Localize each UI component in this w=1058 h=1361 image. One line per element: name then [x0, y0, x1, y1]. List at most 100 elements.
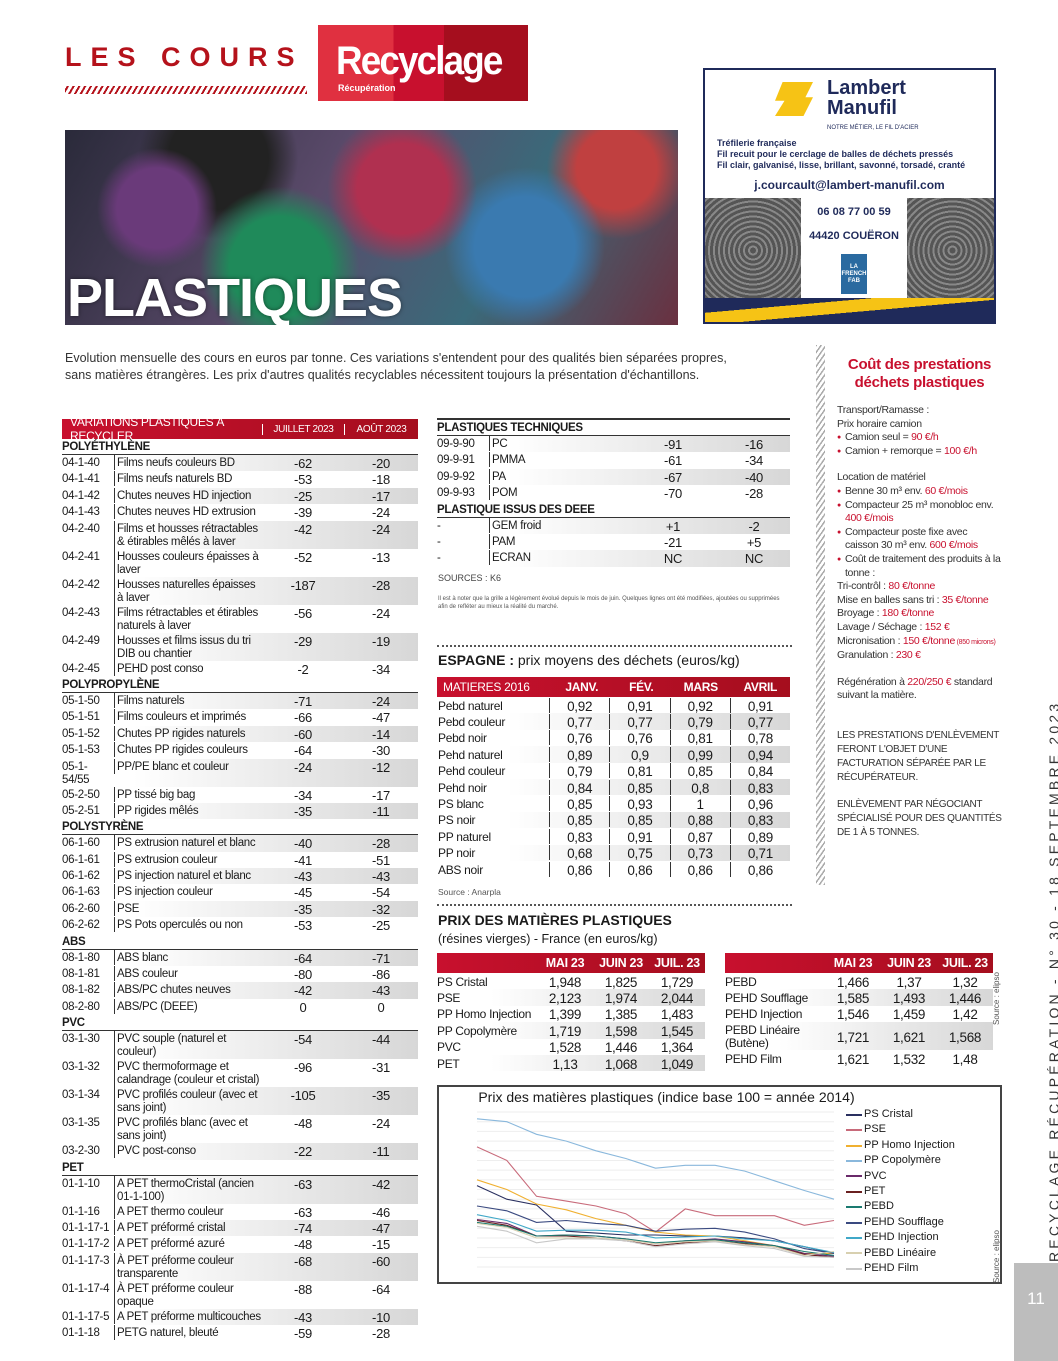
- section-heading: POLYÉTHYLÈNE: [62, 439, 418, 455]
- cost-line: Tri-contrôl : 80 €/tonne: [837, 580, 936, 593]
- item-label: PS injection naturel et blanc: [114, 868, 262, 884]
- bullet-item: Compacteur 25 m³ monobloc env. 400 €/moi…: [837, 499, 1002, 526]
- sidebar-hatch: [816, 345, 825, 885]
- cell-value: 0,96: [729, 796, 790, 811]
- table-row: PEHD Soufflage 1,585 1,493 1,446: [725, 989, 993, 1007]
- cell-value: 1,948: [548, 974, 582, 990]
- value-august: -42: [372, 1176, 390, 1192]
- value-july: -56: [294, 605, 312, 621]
- table-row: 06-1-60 PS extrusion naturel et blanc -40 -…: [62, 835, 418, 852]
- item-label: PAM: [489, 533, 628, 549]
- item-code: 09-9-93: [437, 487, 475, 500]
- table-row: PEHD Film 1,621 1,532 1,48: [725, 1050, 993, 1066]
- series-line-pebd-lin-aire: [476, 1222, 835, 1256]
- cell-value: 1,493: [892, 991, 926, 1007]
- value-july: -53: [294, 472, 312, 488]
- item-code: 05-2-51: [62, 804, 100, 817]
- cell-value: 0,76: [609, 730, 669, 746]
- item-code: -: [437, 535, 441, 548]
- table-row: 08-1-82 ABS/PC chutes neuves -42 -43: [62, 982, 418, 999]
- legend-swatch: [846, 1252, 862, 1255]
- legend-swatch: [846, 1113, 862, 1116]
- legend-item: PET: [846, 1184, 955, 1199]
- table-row: - ECRAN NC NC: [437, 550, 790, 567]
- cell-value: 0,92: [549, 697, 609, 713]
- cell-value: 1,825: [604, 974, 638, 990]
- cell-value: 1,719: [548, 1023, 582, 1039]
- regeneration: Régénération à 220/250 € standard suivan…: [837, 675, 993, 702]
- advertisement[interactable]: Lambert Manufil NOTRE MÉTIER, LE FIL D'AC…: [703, 68, 996, 324]
- legend-swatch: [846, 1267, 862, 1270]
- table-row: 06-2-62 PS Pots operculés ou non -53 -25: [62, 917, 418, 933]
- section-heading: POLYSTYRÈNE: [62, 819, 418, 836]
- item-label: ECRAN: [489, 550, 628, 566]
- value-july: -40: [294, 836, 312, 852]
- item-code: 03-1-32: [62, 1061, 100, 1074]
- value-august: -24: [372, 521, 390, 537]
- table-row: 09-9-90 PC -91 -16: [437, 436, 790, 453]
- value-august: NC: [744, 551, 764, 567]
- table-row: 01-1-17-3 À PET préforme couleur transpar…: [62, 1252, 418, 1281]
- wire-coil-image: [907, 198, 994, 303]
- legend-label: PEBD: [864, 1200, 894, 1213]
- value-july: -22: [294, 1144, 312, 1160]
- chart-legend: PS Cristal PSE PP Homo Injection PP Copolym…: [846, 1107, 955, 1276]
- item-label: PVC profilés blanc (avec et sans joint): [114, 1115, 262, 1144]
- item-label: ABS/PC (DEEE): [114, 998, 262, 1014]
- hatch-divider: [65, 86, 307, 94]
- cell-value: 0,76: [549, 730, 609, 746]
- cell-value: 0,91: [609, 828, 669, 844]
- bullet-item: Compacteur poste fixe avec caisson 30 m³…: [837, 526, 1002, 553]
- table-row: 08-2-80 ABS/PC (DEEE) 0 0: [62, 998, 418, 1015]
- cell-value: 1,532: [892, 1051, 926, 1067]
- value-august: -31: [372, 1060, 390, 1076]
- legend-label: PVC: [864, 1169, 887, 1182]
- cell-value: 1,729: [660, 974, 694, 990]
- value-july: -52: [294, 549, 312, 565]
- cell-value: 0,78: [729, 730, 790, 746]
- series-line-pet: [476, 1219, 835, 1258]
- value-august: -11: [372, 803, 390, 819]
- cell-value: 2,123: [548, 991, 582, 1007]
- cell-value: 0,83: [729, 779, 790, 795]
- table-row: 05-2-50 PP tissé big bag -34 -17: [62, 786, 418, 803]
- bullet-text: Coût de traitement des produits à la ton…: [844, 552, 1001, 579]
- table-row: PVC 1,528 1,446 1,364: [437, 1039, 705, 1055]
- item-code: 05-1-51: [62, 711, 100, 724]
- row-label: PEHD Film: [725, 1051, 782, 1066]
- table-row: 04-1-41 Films neufs naturels BD -53 -18: [62, 471, 418, 487]
- legend-label: PP Homo Injection: [864, 1138, 955, 1151]
- cell-value: 1,974: [604, 991, 638, 1007]
- value-august: -13: [372, 549, 390, 565]
- item-code: 06-2-60: [62, 902, 100, 915]
- item-code: 05-1-54/55: [62, 760, 90, 786]
- legend-item: PEBD Linéaire: [846, 1246, 955, 1261]
- ad-email[interactable]: j.courcault@lambert-manufil.com: [754, 178, 945, 192]
- series-line-pebd: [476, 1221, 835, 1256]
- table-row: PS noir 0,85 0,85 0,88 0,83: [437, 811, 790, 829]
- value-july: -35: [294, 901, 312, 917]
- section-title: LES COURS DE: [65, 42, 376, 72]
- cell-value: 0,85: [549, 812, 609, 828]
- section-heading: PLASTIQUE ISSUS DES DEEE: [437, 502, 790, 518]
- page-number: 11: [1014, 1263, 1058, 1361]
- sidebar-costs: Coût des prestations déchets plastiques …: [837, 356, 1002, 840]
- value-august: -10: [372, 1309, 390, 1325]
- item-label: Films et housses rétractables & étirable…: [114, 520, 262, 549]
- item-label: A PET préformé cristal: [114, 1219, 262, 1235]
- table-row: Pebd naturel 0,92 0,91 0,92 0,91: [437, 697, 790, 713]
- legend-swatch: [846, 1206, 862, 1209]
- table-row: 04-1-43 Chutes neuves HD extrusion -39 -24: [62, 504, 418, 520]
- table-row: 01-1-17-1 A PET préformé cristal -74 -47: [62, 1219, 418, 1237]
- item-code: 04-1-41: [62, 473, 100, 486]
- cell-value: 0,89: [729, 828, 790, 844]
- technical-table: PLASTIQUES TECHNIQUES 09-9-90 PC -91 -16 09-9…: [437, 418, 790, 567]
- item-code: 08-1-80: [62, 951, 100, 964]
- espagne-table: MATIERES 2016 JANV. FÉV. MARS AVRIL Pebd nat…: [437, 677, 790, 877]
- price: 60 €/mois: [924, 484, 968, 497]
- cell-value: 0,93: [609, 796, 669, 811]
- value-august: -24: [372, 605, 390, 621]
- value-august: -60: [372, 1253, 390, 1269]
- value-july: -48: [294, 1116, 312, 1132]
- price-index-chart: Prix des matières plastiques (indice bas…: [437, 1085, 1002, 1284]
